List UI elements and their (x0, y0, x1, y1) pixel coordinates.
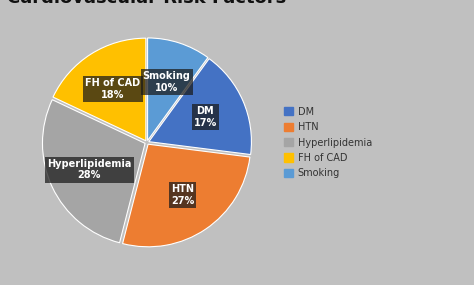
Text: DM
17%: DM 17% (194, 106, 217, 128)
Wedge shape (149, 59, 251, 154)
Text: Hyperlipidemia
28%: Hyperlipidemia 28% (47, 159, 132, 180)
Text: Smoking
10%: Smoking 10% (143, 71, 191, 93)
Text: HTN
27%: HTN 27% (171, 184, 194, 206)
Wedge shape (43, 100, 145, 243)
Wedge shape (147, 38, 208, 141)
Wedge shape (123, 144, 250, 247)
Legend: DM, HTN, Hyperlipidemia, FH of CAD, Smoking: DM, HTN, Hyperlipidemia, FH of CAD, Smok… (280, 103, 376, 182)
Text: FH of CAD
18%: FH of CAD 18% (85, 78, 140, 99)
Title: Cardiovascular Risk Factors: Cardiovascular Risk Factors (7, 0, 287, 7)
Wedge shape (53, 38, 146, 141)
